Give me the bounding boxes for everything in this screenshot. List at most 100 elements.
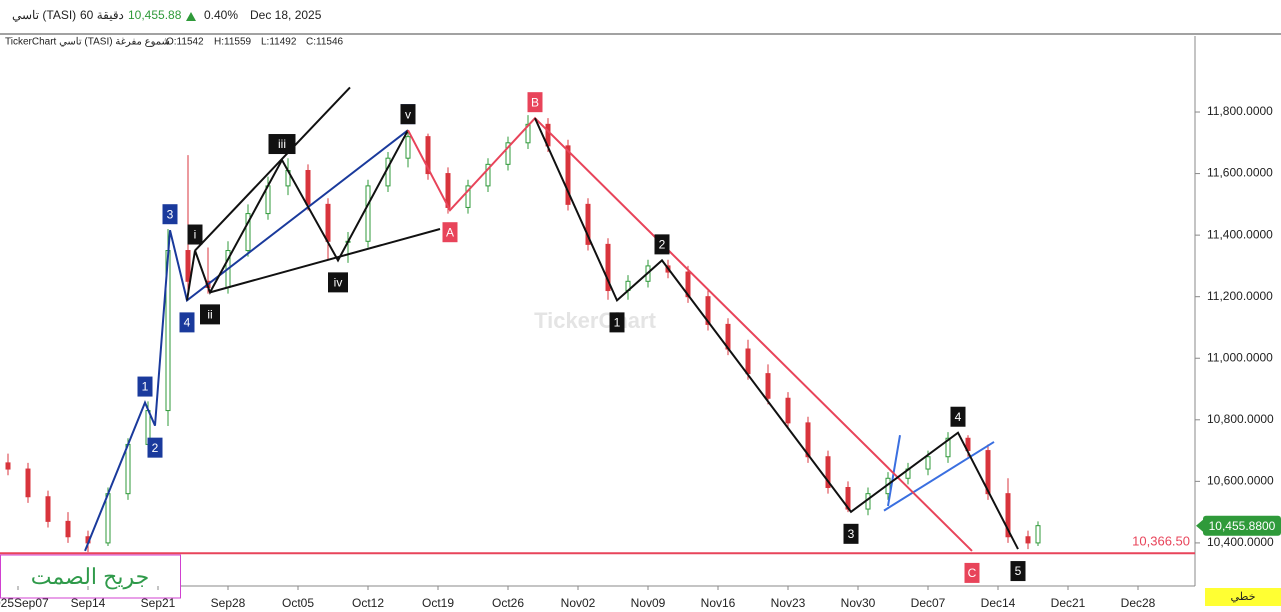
wave-label: iii [278, 137, 286, 151]
signature: جريح الصمت [31, 564, 149, 590]
y-tick-label: 10,400.0000 [1207, 535, 1274, 549]
wave-label: v [405, 107, 411, 121]
y-tick-label: 11,200.0000 [1207, 289, 1273, 303]
style-button[interactable] [1205, 588, 1281, 606]
wave-label: 3 [167, 207, 174, 221]
candle-body [425, 136, 431, 175]
x-tick-label: Oct19 [422, 596, 454, 610]
candle-body [5, 462, 11, 470]
candle-body [1035, 525, 1041, 544]
x-tick-label: Nov02 [561, 596, 596, 610]
wave-label: 4 [955, 410, 962, 424]
x-tick-label: Sep21 [141, 596, 176, 610]
candle-body [125, 443, 131, 495]
y-tick-label: 10,600.0000 [1207, 474, 1274, 488]
x-tick-label: Dec14 [981, 596, 1016, 610]
candle-body [605, 243, 611, 292]
style-button-label[interactable]: خطي [1231, 591, 1256, 603]
x-tick-label: Nov09 [631, 596, 666, 610]
x-tick-label: Nov16 [701, 596, 736, 610]
trend-line [194, 86, 351, 252]
wave-label: 3 [848, 527, 855, 541]
candle-body [585, 203, 591, 245]
y-tick-label: 11,400.0000 [1207, 227, 1273, 241]
candle-body [25, 468, 31, 498]
x-tick-label: Dec07 [911, 596, 946, 610]
candle-body [825, 456, 831, 489]
up-arrow [186, 12, 196, 21]
wave-label: B [531, 95, 539, 109]
candle-body [1025, 536, 1031, 544]
x-tick-label: Dec21 [1051, 596, 1086, 610]
wave-label: 2 [659, 238, 666, 252]
ohlc-low: L:11492 [261, 37, 297, 48]
wave-label-box [137, 376, 153, 397]
wave-label-box [400, 104, 416, 125]
candle-body [565, 145, 571, 205]
ohlc-high: H:11559 [214, 37, 252, 48]
candle-body [685, 271, 691, 298]
wave-label: iv [334, 276, 343, 290]
trend-line [887, 435, 901, 507]
candle-body [745, 348, 751, 375]
candle-body [925, 456, 931, 470]
ohlc-open: O:11542 [166, 37, 204, 48]
wave-label: A [446, 225, 454, 239]
candle-body [505, 142, 511, 165]
x-tick-label: Oct05 [282, 596, 314, 610]
candle-body [405, 136, 411, 159]
x-tick-label: Dec28 [1121, 596, 1156, 610]
wave-label-box [147, 437, 163, 458]
x-tick-label: Nov23 [771, 596, 806, 610]
candle-body [765, 373, 771, 399]
wave-label-box [609, 312, 625, 333]
candle-body [365, 185, 371, 242]
wave-label-box [1010, 561, 1026, 582]
wave-label-box [328, 272, 348, 293]
last-price-label: 10,455.8800 [1209, 519, 1276, 533]
candle-body [485, 163, 491, 187]
trend-line [883, 441, 995, 512]
price: 10,455.88 [128, 8, 182, 22]
wave-label-box [187, 224, 203, 245]
wave-label-box [200, 304, 220, 325]
x-tick-label: Sep28 [211, 596, 246, 610]
wave-label-box [268, 134, 296, 155]
x-tick-label: Oct12 [352, 596, 384, 610]
wave-label-box [527, 92, 543, 113]
y-tick-label: 10,800.0000 [1207, 412, 1274, 426]
wave-label: 4 [184, 316, 191, 330]
wave-label-box [162, 204, 178, 225]
interval: 60 دقيقة [80, 8, 124, 22]
candle-body [325, 203, 331, 242]
wave-label: 1 [142, 380, 149, 394]
x-tick-label: Sep14 [71, 596, 106, 610]
wave-line [407, 116, 973, 552]
level-label: 10,366.50 [1132, 534, 1190, 549]
candle-body [185, 250, 191, 282]
wave-label-box [654, 234, 670, 255]
candle-body [785, 397, 791, 424]
candle-body [65, 520, 71, 538]
wave-label: i [194, 228, 197, 242]
candle-body [45, 496, 51, 522]
date: Dec 18, 2025 [250, 8, 322, 22]
candle-body [465, 185, 471, 208]
wave-label: 1 [614, 316, 621, 330]
wave-line [534, 117, 1019, 550]
wave-label-box [442, 222, 458, 243]
candle-body [305, 169, 311, 205]
candle-body [105, 493, 111, 544]
candle-body [985, 450, 991, 495]
candle-body [945, 437, 951, 458]
wave-label-box [950, 406, 966, 427]
wave-label: ii [207, 308, 212, 322]
last-price-box [1203, 515, 1281, 536]
x-tick-label: 2025Sep07 [0, 596, 49, 610]
wave-line [186, 129, 409, 301]
symbol: تاسي (TASI) [12, 8, 76, 22]
candle-body [805, 422, 811, 458]
candle-body [245, 213, 251, 252]
